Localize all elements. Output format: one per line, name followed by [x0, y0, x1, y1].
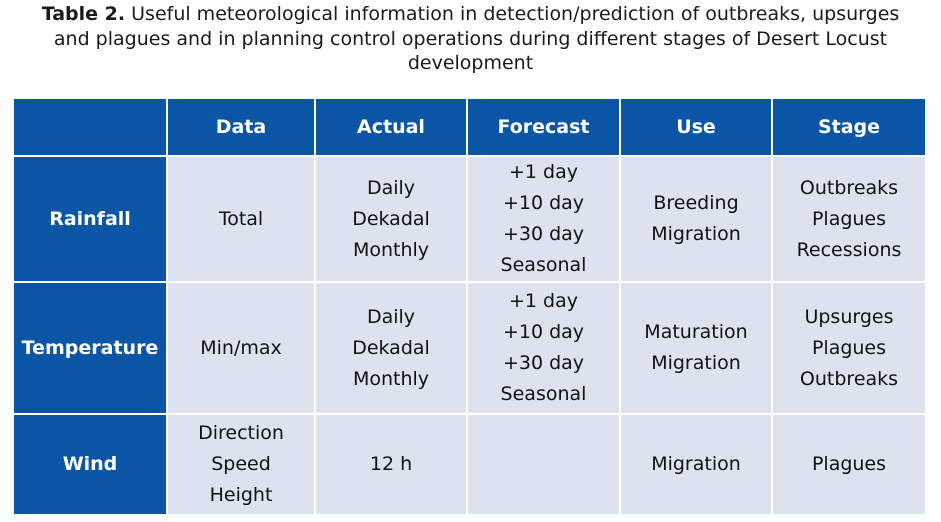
cell-line: +30 day [502, 352, 585, 374]
cell-line: Plagues [811, 453, 887, 475]
cell-line: Migration [651, 223, 741, 245]
cell-line: Daily [366, 176, 416, 199]
cell-data: Total [168, 157, 316, 283]
cell-line: Plagues [811, 336, 887, 359]
header-data: Data [168, 99, 316, 157]
cell-line: Dekadal [352, 207, 430, 230]
caption-line-2: and plagues and in planning control oper… [53, 27, 888, 50]
cell-line: Plagues [811, 207, 887, 230]
cell-data: Min/max [168, 283, 316, 415]
cell-line: Monthly [352, 238, 430, 261]
caption-line-1: Table 2. Useful meteorological informati… [0, 2, 941, 27]
caption-text-1: Useful meteorological information in det… [131, 3, 900, 25]
header-actual: Actual [316, 99, 468, 157]
cell-actual: Daily Dekadal Monthly [316, 157, 468, 283]
cell-forecast: +1 day +10 day +30 day Seasonal [468, 157, 621, 283]
cell-line: +10 day [502, 192, 585, 214]
caption-line-3: development [407, 52, 534, 74]
cell-line: Outbreaks [799, 367, 899, 390]
cell-line: Min/max [200, 336, 282, 359]
cell-line: Outbreaks [799, 176, 899, 199]
cell-line: Seasonal [500, 383, 587, 405]
cell-forecast: +1 day +10 day +30 day Seasonal [468, 283, 621, 415]
cell-line: Migration [651, 352, 741, 374]
cell-line: Monthly [352, 367, 430, 390]
cell-forecast-empty [468, 415, 621, 514]
cell-line: Dekadal [352, 336, 430, 359]
cell-data: Direction Speed Height [168, 415, 316, 514]
cell-line: +10 day [502, 321, 585, 343]
header-corner [14, 99, 168, 157]
cell-line: Migration [651, 453, 741, 475]
caption-label: Table 2. [41, 3, 126, 25]
cell-line: Total [218, 207, 264, 230]
row-label-rainfall: Rainfall [14, 157, 168, 283]
row-label-temperature: Temperature [14, 283, 168, 415]
header-use: Use [621, 99, 773, 157]
cell-actual: Daily Dekadal Monthly [316, 283, 468, 415]
cell-stage: Outbreaks Plagues Recessions [773, 157, 925, 283]
cell-line: Upsurges [804, 305, 894, 328]
cell-line: +1 day [509, 161, 578, 183]
header-forecast: Forecast [468, 99, 621, 157]
cell-line: +30 day [502, 223, 585, 245]
cell-line: Daily [366, 305, 416, 328]
cell-line: Seasonal [500, 254, 587, 276]
table-header-row: Data Actual Forecast Use Stage [14, 99, 925, 157]
cell-line: Maturation [644, 321, 748, 343]
table-row: Rainfall Total Daily Dekadal Monthly +1 … [14, 157, 925, 283]
cell-line: Recessions [796, 238, 902, 261]
row-label-wind: Wind [14, 415, 168, 514]
cell-line: Speed [211, 453, 271, 475]
table-row: Wind Direction Speed Height 12 h Migrati… [14, 415, 925, 514]
cell-line: 12 h [369, 453, 413, 475]
table-row: Temperature Min/max Daily Dekadal Monthl… [14, 283, 925, 415]
cell-line: Direction [198, 422, 284, 444]
cell-use: Breeding Migration [621, 157, 773, 283]
cell-stage: Upsurges Plagues Outbreaks [773, 283, 925, 415]
cell-use: Migration [621, 415, 773, 514]
cell-line: Breeding [653, 192, 739, 214]
cell-use: Maturation Migration [621, 283, 773, 415]
cell-stage: Plagues [773, 415, 925, 514]
meteorological-info-table: Data Actual Forecast Use Stage Rainfall … [14, 99, 925, 514]
header-stage: Stage [773, 99, 925, 157]
cell-line: +1 day [509, 290, 578, 312]
table-caption: Table 2. Useful meteorological informati… [0, 2, 941, 76]
cell-actual: 12 h [316, 415, 468, 514]
cell-line: Height [209, 484, 273, 506]
